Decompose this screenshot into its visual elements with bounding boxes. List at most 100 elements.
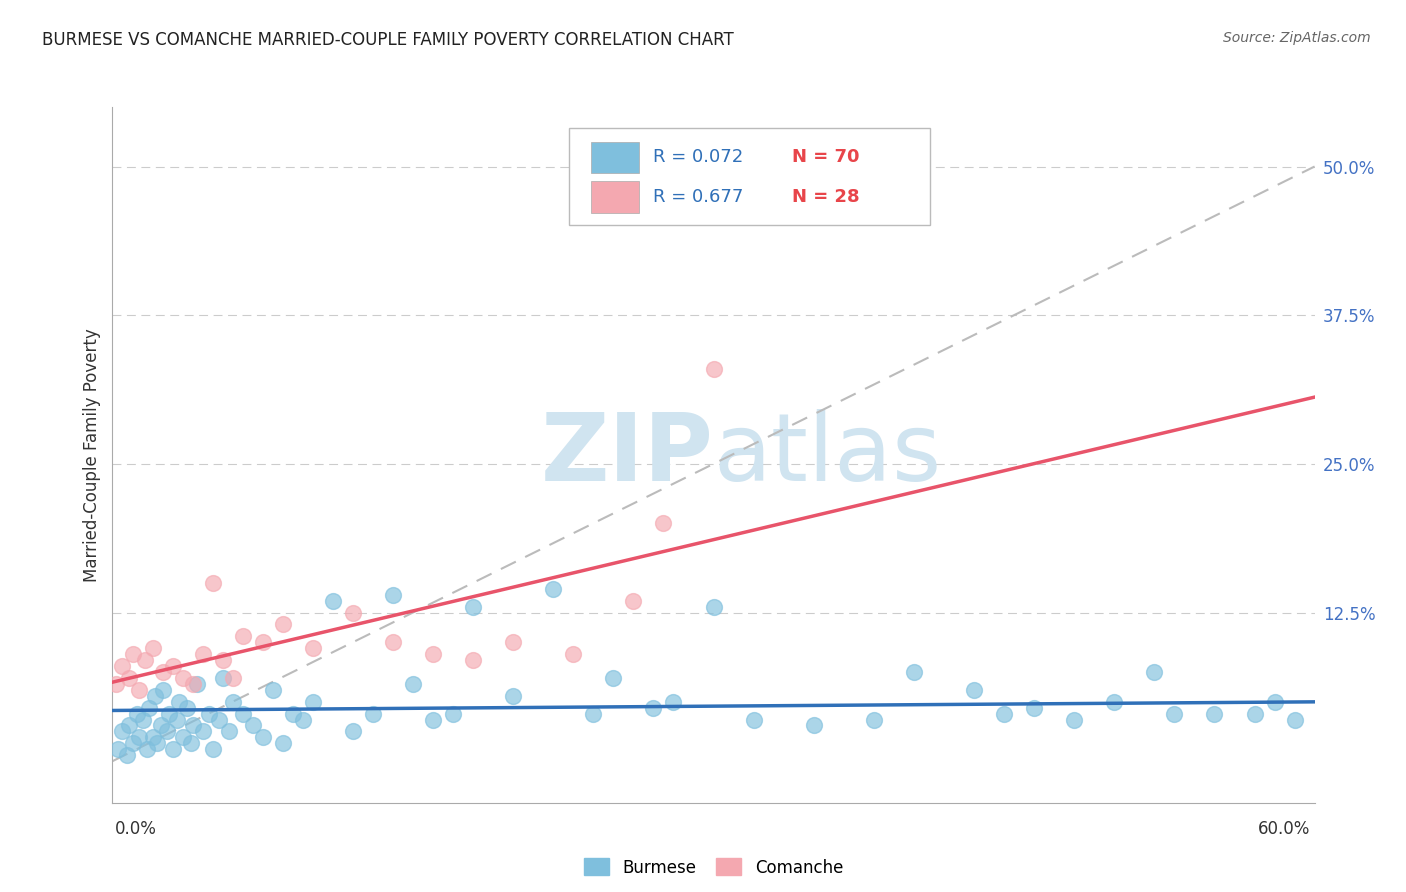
Point (652, 516, 675, 531)
Point (211, 671, 233, 685)
Text: 60.0%: 60.0% (1258, 820, 1310, 838)
Point (1102, 695, 1125, 709)
Point (107, 742, 129, 756)
Point (903, 665, 925, 679)
Point (128, 682, 150, 697)
Point (134, 653, 156, 667)
Point (111, 659, 134, 673)
Point (162, 742, 184, 756)
Point (1143, 665, 1166, 679)
Point (361, 706, 384, 721)
Text: BURMESE VS COMANCHE MARRIED-COUPLE FAMILY POVERTY CORRELATION CHART: BURMESE VS COMANCHE MARRIED-COUPLE FAMIL… (42, 31, 734, 49)
Point (461, 653, 484, 667)
Point (381, 588, 405, 602)
Point (157, 706, 180, 721)
Point (1022, 700, 1045, 714)
Point (141, 641, 163, 656)
Point (963, 682, 986, 697)
Point (1063, 713, 1085, 727)
Point (1264, 695, 1286, 709)
Point (218, 724, 240, 739)
Point (342, 724, 364, 739)
Point (271, 617, 294, 632)
Point (131, 713, 153, 727)
Point (117, 718, 139, 732)
Point (180, 736, 202, 750)
Point (143, 689, 166, 703)
Text: N = 70: N = 70 (792, 148, 859, 166)
Point (441, 706, 464, 721)
Point (301, 695, 323, 709)
FancyBboxPatch shape (569, 128, 929, 226)
Bar (591, 181, 638, 213)
Point (242, 718, 264, 732)
Point (252, 635, 274, 649)
Point (181, 677, 204, 691)
Legend: Burmese, Comanche: Burmese, Comanche (575, 850, 852, 885)
Text: R = 0.072: R = 0.072 (654, 148, 744, 166)
Point (1204, 706, 1226, 721)
Point (128, 731, 150, 745)
Point (1284, 713, 1306, 727)
Point (166, 713, 188, 727)
Text: 0.0%: 0.0% (115, 820, 157, 838)
Point (121, 736, 143, 750)
Point (191, 647, 214, 661)
Point (461, 599, 484, 614)
Point (145, 736, 167, 750)
Text: ZIP: ZIP (541, 409, 713, 501)
Point (135, 742, 157, 756)
Point (152, 665, 174, 679)
Bar (591, 142, 638, 173)
Point (281, 706, 304, 721)
Point (502, 635, 524, 649)
Point (422, 713, 444, 727)
Point (702, 599, 725, 614)
Point (155, 724, 177, 739)
Point (211, 653, 233, 667)
Text: R = 0.677: R = 0.677 (654, 188, 744, 206)
Text: N = 28: N = 28 (792, 188, 859, 206)
Point (117, 671, 139, 685)
Point (643, 700, 665, 714)
Point (172, 731, 194, 745)
Point (993, 706, 1015, 721)
Point (271, 736, 294, 750)
Text: atlas: atlas (713, 409, 942, 501)
Point (582, 706, 605, 721)
Point (208, 713, 231, 727)
Point (232, 706, 254, 721)
Point (702, 361, 725, 376)
Point (115, 748, 138, 763)
Point (197, 706, 219, 721)
Point (252, 731, 274, 745)
Point (222, 671, 245, 685)
Point (602, 671, 624, 685)
Point (201, 575, 224, 590)
Point (262, 682, 284, 697)
Y-axis label: Married-Couple Family Poverty: Married-Couple Family Poverty (83, 328, 101, 582)
Point (301, 641, 323, 656)
Point (803, 718, 825, 732)
Point (162, 659, 184, 673)
Point (742, 713, 765, 727)
Point (125, 706, 148, 721)
Point (149, 718, 172, 732)
Point (186, 677, 208, 691)
Point (172, 671, 194, 685)
Point (621, 593, 644, 607)
Point (105, 677, 128, 691)
Point (181, 718, 204, 732)
Point (422, 647, 444, 661)
Point (1163, 706, 1185, 721)
Point (342, 606, 364, 620)
Point (1243, 706, 1265, 721)
Point (222, 695, 245, 709)
Point (232, 629, 254, 643)
Point (862, 713, 886, 727)
Point (138, 700, 160, 714)
Point (152, 682, 174, 697)
Point (141, 731, 163, 745)
Point (562, 647, 585, 661)
Point (502, 689, 524, 703)
